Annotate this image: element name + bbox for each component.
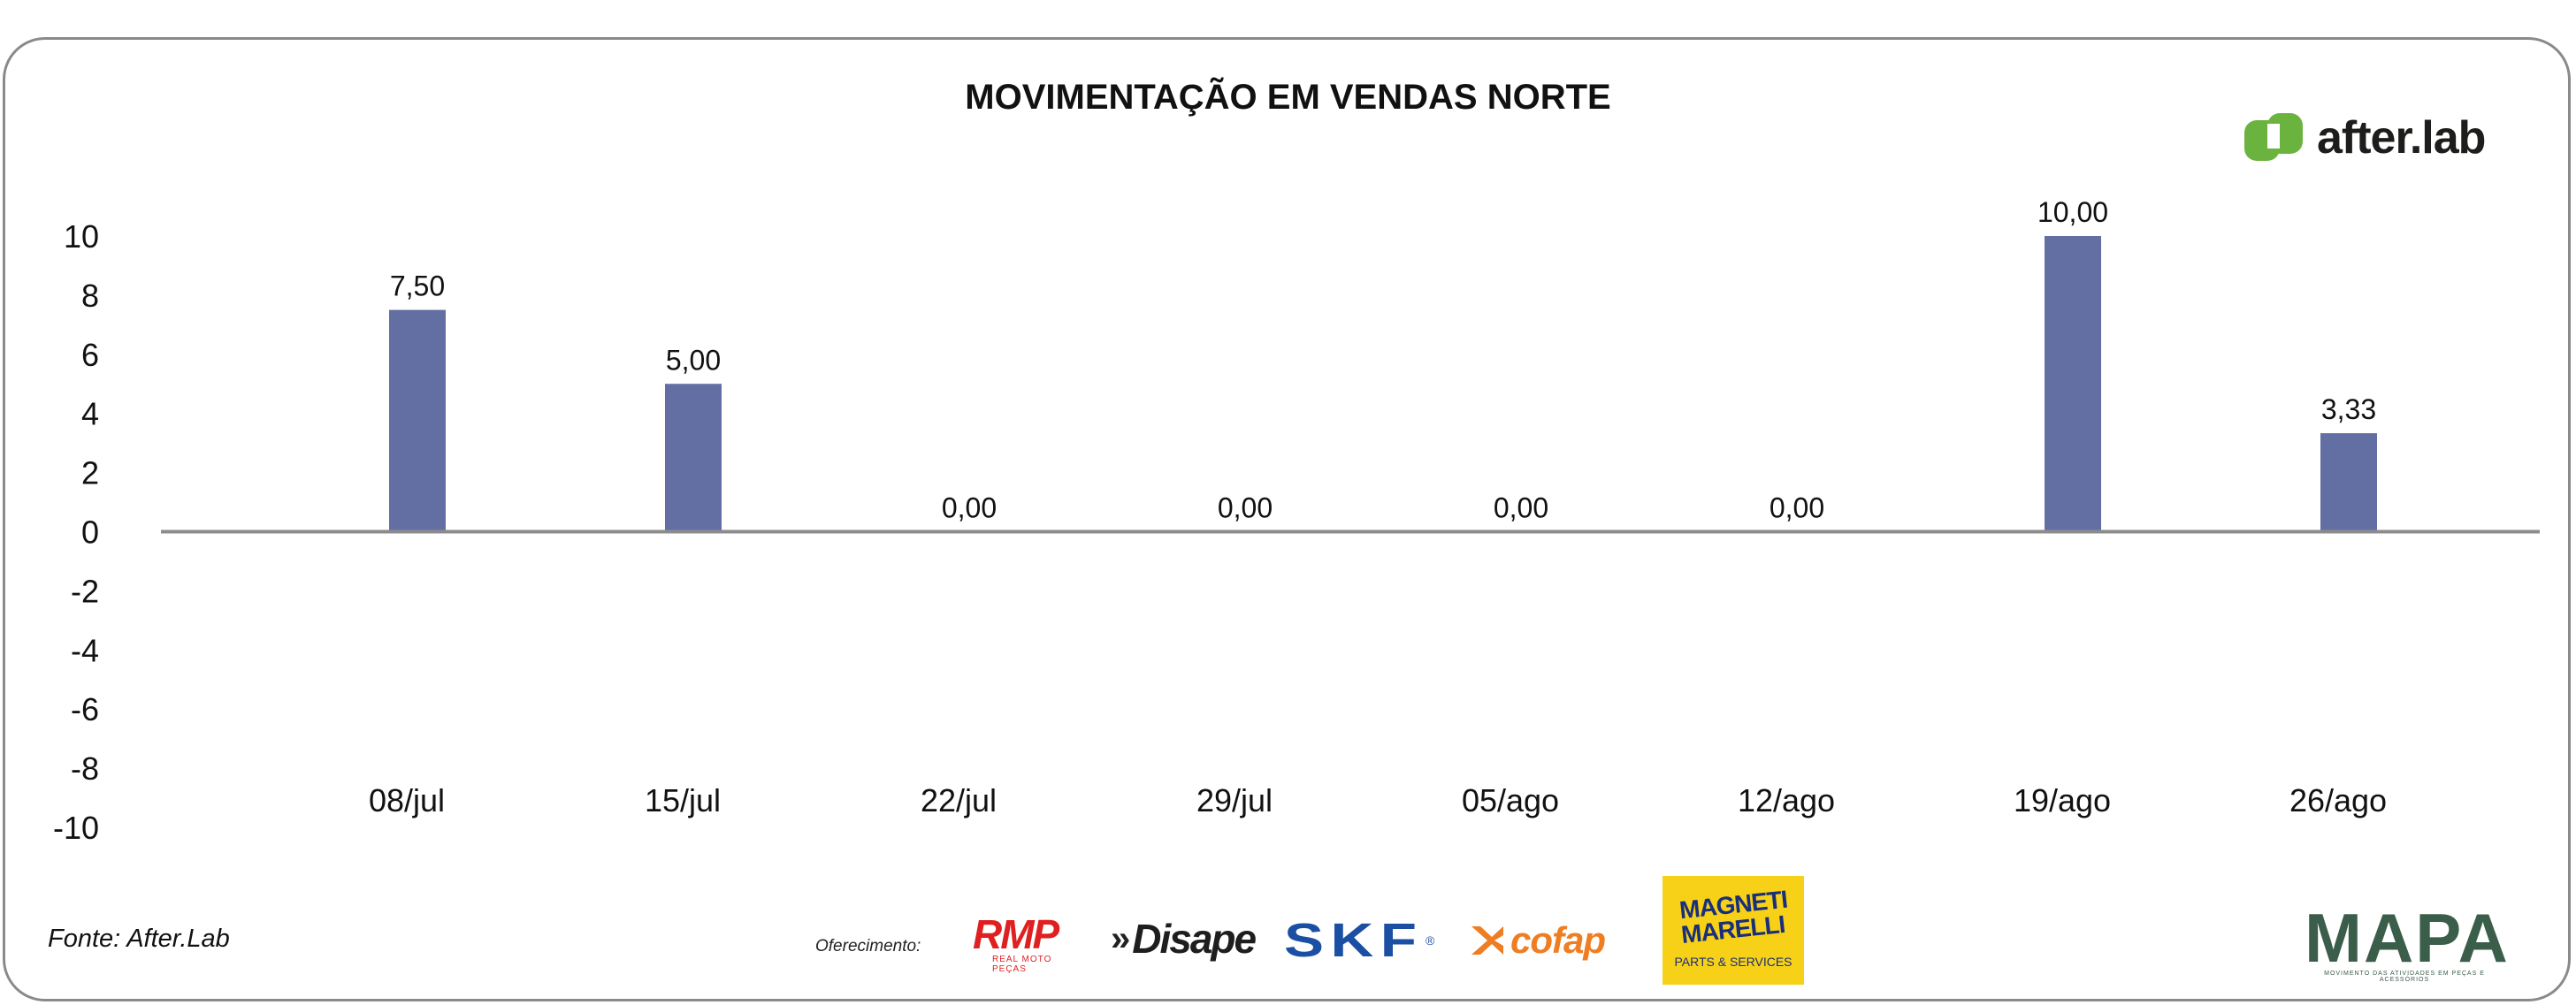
bar [389,309,446,532]
registered-icon: ® [1426,933,1435,948]
y-tick-label: -10 [53,810,99,846]
mm-line-3: PARTS & SERVICES [1674,954,1792,969]
disape-chevron-icon: » [1111,918,1131,958]
data-label: 0,00 [1770,492,1824,524]
data-label: 0,00 [1494,492,1548,524]
y-tick-label: -6 [71,691,99,727]
x-tick-label: 19/ago [2014,782,2111,818]
x-axis: 08/jul 15/jul 22/jul 29/jul 05/ago 12/ago 19/a… [369,782,2387,818]
data-label: 5,00 [666,344,721,376]
cofap-logo: cofap [1468,916,1606,965]
x-tick-label: 26/ago [2289,782,2387,818]
sponsor-label: Oferecimento: [815,937,921,956]
y-axis: 10 8 6 4 2 0 -2 -4 -6 -8 -10 [53,218,99,846]
afterlab-mark-icon [2244,113,2303,161]
mapa-subtitle: MOVIMENTO DAS ATIVIDADES EM PEÇAS E ACES… [2324,971,2485,983]
data-label: 10,00 [2037,196,2108,228]
x-tick-label: 29/jul [1196,782,1273,818]
skf-wordmark: SKF [1284,914,1424,967]
y-tick-label: 6 [81,337,99,373]
rmp-wordmark: RMP [973,911,1059,957]
y-tick-label: 8 [81,278,99,314]
mapa-logo: MAPA MOVIMENTO DAS ATIVIDADES EM PEÇAS E… [2305,899,2510,983]
x-tick-label: 05/ago [1462,782,1559,818]
rmp-logo: RMP REAL MOTO PEÇAS [973,911,1089,974]
bar [2045,236,2101,532]
data-label: 0,00 [942,492,997,524]
bars [389,236,2377,532]
disape-wordmark: Disape [1132,916,1257,962]
magneti-marelli-logo: MAGNETI MARELLI PARTS & SERVICES [1663,876,1804,985]
afterlab-wordmark: after.lab [2317,112,2486,164]
disape-logo: » Disape [1111,910,1257,967]
y-tick-label: -2 [71,573,99,609]
bar [2320,433,2377,532]
x-tick-label: 12/ago [1738,782,1835,818]
data-label: 7,50 [390,270,445,302]
chart-title: MOVIMENTAÇÃO EM VENDAS NORTE [965,78,1611,117]
y-tick-label: -8 [71,750,99,787]
y-tick-label: 2 [81,455,99,491]
source-note: Fonte: After.Lab [48,925,230,953]
skf-logo: SKF ® [1284,914,1435,967]
data-labels: 7,50 5,00 0,00 0,00 0,00 0,00 10,00 3,33 [390,196,2376,524]
x-tick-label: 15/jul [645,782,721,818]
bar [665,384,722,532]
x-tick-label: 08/jul [369,782,445,818]
data-label: 0,00 [1218,492,1273,524]
cofap-wordmark: cofap [1510,919,1606,961]
y-tick-label: -4 [71,632,99,668]
rmp-subtitle: REAL MOTO PEÇAS [992,955,1052,974]
data-label: 3,33 [2321,393,2376,425]
y-tick-label: 0 [81,514,99,551]
afterlab-logo: after.lab [2244,110,2486,166]
mapa-wordmark: MAPA [2305,899,2510,977]
x-tick-label: 22/jul [921,782,997,818]
cofap-mark-icon [1471,926,1503,955]
y-tick-label: 10 [64,218,99,255]
y-tick-label: 4 [81,396,99,432]
